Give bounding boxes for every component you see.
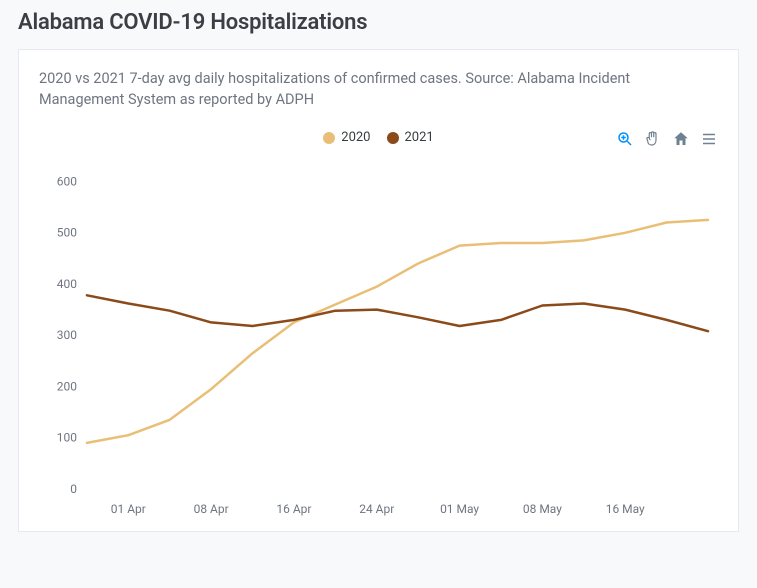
svg-text:16 Apr: 16 Apr (276, 502, 311, 516)
pan-icon[interactable] (644, 130, 662, 148)
svg-text:01 May: 01 May (440, 502, 479, 516)
menu-icon[interactable] (700, 130, 718, 148)
chart-card: 2020 vs 2021 7-day avg daily hospitaliza… (18, 49, 739, 532)
plot-area[interactable]: 0 100 200 300 400 500 600 01 Apr 08 Apr 16 Apr 24 … (39, 151, 718, 521)
legend-dot-2020 (323, 132, 335, 144)
legend-dot-2021 (387, 132, 399, 144)
svg-text:01 Apr: 01 Apr (111, 502, 146, 516)
svg-text:08 May: 08 May (523, 502, 562, 516)
svg-text:24 Apr: 24 Apr (359, 502, 394, 516)
svg-text:400: 400 (57, 277, 77, 291)
zoom-icon[interactable] (616, 130, 634, 148)
legend-label-2020: 2020 (341, 130, 370, 145)
svg-text:100: 100 (57, 431, 77, 445)
chart-svg: 0 100 200 300 400 500 600 01 Apr 08 Apr 16 Apr 24 … (39, 151, 718, 521)
legend-row: 2020 2021 (39, 130, 718, 145)
svg-text:200: 200 (57, 380, 77, 394)
chart-subtitle: 2020 vs 2021 7-day avg daily hospitaliza… (39, 68, 718, 110)
svg-text:08 Apr: 08 Apr (194, 502, 229, 516)
legend-item-2021[interactable]: 2021 (387, 130, 434, 145)
svg-text:0: 0 (70, 482, 77, 496)
svg-text:500: 500 (57, 226, 77, 240)
reset-icon[interactable] (672, 130, 690, 148)
legend-label-2021: 2021 (405, 130, 434, 145)
svg-text:300: 300 (57, 328, 77, 342)
page-title: Alabama COVID-19 Hospitalizations (0, 0, 757, 49)
legend-item-2020[interactable]: 2020 (323, 130, 370, 145)
svg-text:600: 600 (57, 175, 77, 189)
chart-toolbar (616, 130, 718, 148)
svg-text:16 May: 16 May (606, 502, 645, 516)
